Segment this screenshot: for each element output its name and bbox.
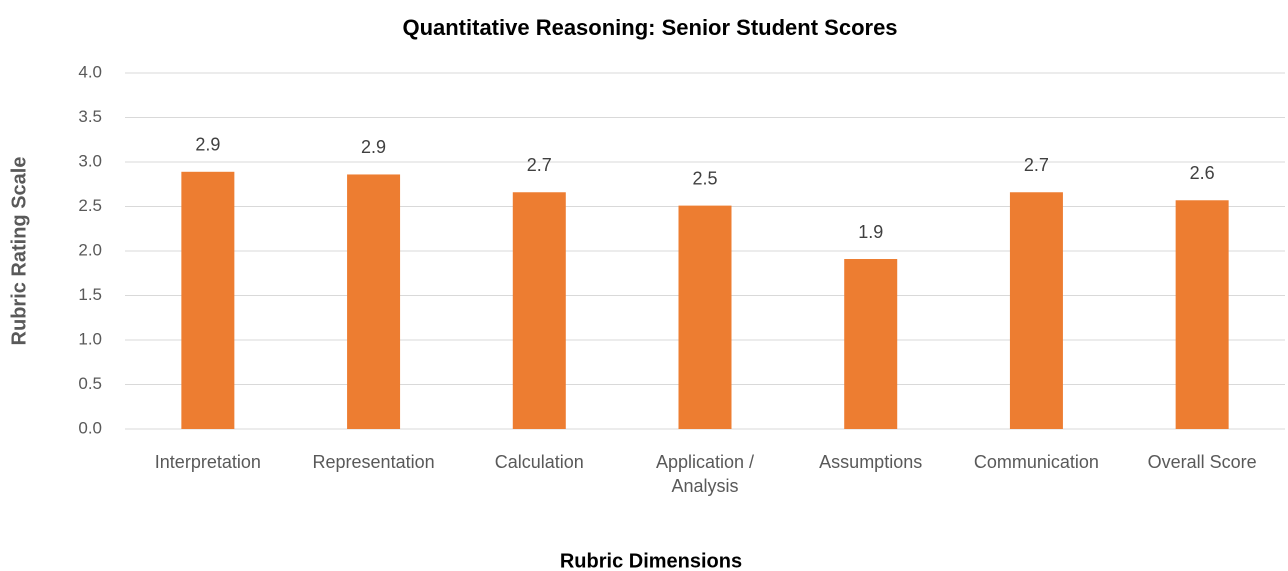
x-axis-title: Rubric Dimensions — [560, 550, 742, 571]
y-tick-label: 2.0 — [78, 240, 102, 259]
x-tick-label: Representation — [312, 452, 435, 472]
x-tick-label: Communication — [973, 452, 1099, 472]
data-label: 1.9 — [858, 222, 883, 242]
bar — [181, 171, 235, 430]
x-tick-label: Assumptions — [819, 452, 923, 472]
y-tick-label: 3.5 — [78, 107, 102, 126]
x-tick-label: Application / Analysis — [655, 452, 755, 496]
data-label: 2.7 — [1024, 155, 1049, 175]
x-tick-label: Interpretation — [154, 452, 261, 472]
y-tick-label: 0.5 — [78, 374, 102, 393]
y-tick-label: 2.5 — [78, 196, 102, 215]
x-tick-label: Calculation — [494, 452, 584, 472]
data-label: 2.7 — [527, 155, 552, 175]
chart-title: Quantitative Reasoning: Senior Student S… — [402, 15, 897, 40]
y-tick-label: 0.0 — [78, 418, 102, 437]
data-label: 2.9 — [361, 137, 386, 157]
bar — [678, 205, 732, 429]
y-tick-label: 4.0 — [78, 62, 102, 81]
bar — [1009, 192, 1063, 429]
y-tick-label: 3.0 — [78, 151, 102, 170]
y-tick-label: 1.0 — [78, 329, 102, 348]
data-label: 2.5 — [692, 168, 717, 188]
bar — [844, 259, 898, 429]
y-tick-label: 1.5 — [78, 285, 102, 304]
data-label: 2.9 — [195, 135, 220, 155]
y-axis-title: Rubric Rating Scale — [8, 157, 30, 346]
x-tick-label: Overall Score — [1147, 452, 1257, 472]
bar — [512, 192, 566, 429]
bar — [1175, 200, 1229, 429]
bar — [347, 174, 401, 429]
data-label: 2.6 — [1190, 163, 1215, 183]
